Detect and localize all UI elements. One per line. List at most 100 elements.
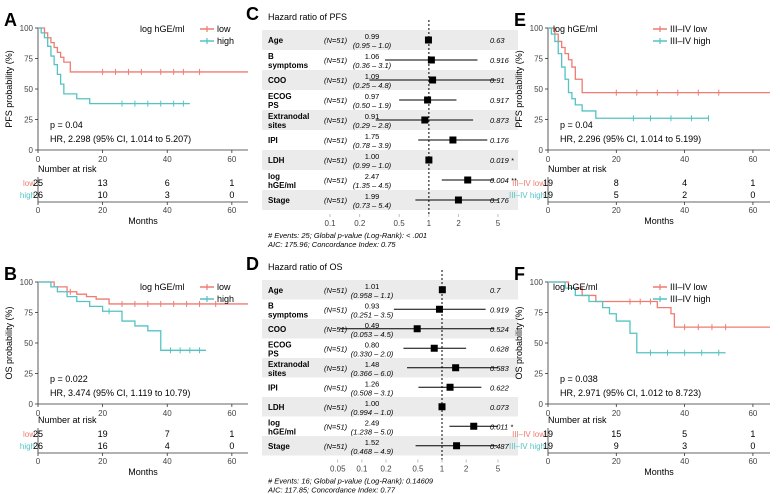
row-label: LDH [268,156,285,165]
forest-footnote-aic: AIC: 175.96; Concordance Index: 0.75 [267,240,396,249]
risk-count: 5 [614,190,619,200]
panel-letter: D [246,254,259,274]
y-tick-label: 50 [24,85,33,94]
forest-x-tick-label: 5 [496,465,501,474]
risk-row-label-high: III–IV high [509,191,545,200]
y-tick-label: 0 [539,400,544,409]
row-pvalue: 0.004 ** [490,176,518,185]
risk-count: 0 [750,190,755,200]
panel-letter: C [246,4,259,24]
row-label: IPI [268,136,278,145]
forest-footnote-aic: AIC: 117.85; Concordance Index: 0.77 [267,486,396,494]
row-label: sites [268,369,287,378]
risk-x-tick-label: 40 [163,206,172,215]
row-label: sites [268,121,287,130]
legend-label-low: low [217,282,231,292]
x-axis-label: Months [128,467,158,477]
legend: log hGE/ml III–IV low III–IV high [553,282,711,304]
risk-x-tick-label: 0 [546,457,551,466]
risk-x-tick-label: 0 [546,206,551,215]
row-n: (N=51) [324,96,348,105]
legend: log hGE/ml low high [140,282,234,304]
risk-count: 19 [543,429,553,439]
x-tick-label: 40 [163,409,172,418]
risk-count: 2 [682,190,687,200]
row-n: (N=51) [324,156,348,165]
row-pvalue: 0.91 [490,76,505,85]
p-value: p = 0.04 [560,120,593,130]
risk-count: 4 [682,178,687,188]
hr-point [449,136,457,144]
risk-row-label-low: III–IV low [512,179,545,188]
row-pvalue: 0.917 [490,96,510,105]
y-tick-label: 0 [29,146,34,155]
y-axis-label: PFS probability (%) [4,50,14,128]
x-tick-label: 20 [98,409,107,418]
risk-title: Number at risk [38,415,97,425]
x-tick-label: 20 [612,155,621,164]
y-tick-label: 25 [24,370,33,379]
forest-x-tick-label: 0.05 [330,465,346,474]
row-hr: 2.47 [365,172,380,181]
row-n: (N=51) [324,383,348,392]
x-tick-label: 0 [546,155,551,164]
forest-x-tick-label: 1 [427,219,432,228]
panel-letter: A [4,10,17,30]
y-tick-label: 75 [24,309,33,318]
row-ci: (0.994 – 1.0) [351,408,394,417]
row-label: Age [268,286,284,295]
risk-count: 0 [750,441,755,451]
risk-row-label-high: III–IV high [509,442,545,451]
risk-count: 26 [33,190,43,200]
row-ci: (0.251 – 3.5) [351,310,394,319]
legend-title: log hGE/ml [553,24,598,34]
y-axis-label: PFS probability (%) [514,50,524,128]
row-n: (N=51) [324,286,348,295]
row-hr: 1.75 [365,132,380,141]
row-label: Extranodal [268,112,309,121]
row-ci: (0.29 – 2.8) [353,121,392,130]
hr-point [430,344,438,352]
legend-label-high: high [217,294,234,304]
p-value: p = 0.038 [560,374,598,384]
row-hr: 0.49 [365,321,380,330]
hr-point [421,116,429,124]
x-tick-label: 20 [98,155,107,164]
row-label: PS [268,101,279,110]
row-hr: 0.93 [365,301,380,310]
row-ci: (0.366 – 6.0) [351,369,394,378]
row-ci: (0.330 – 2.0) [351,349,394,358]
y-tick-label: 75 [24,55,33,64]
hr-point [413,325,421,333]
row-pvalue: 0.176 [490,136,510,145]
risk-count: 9 [614,441,619,451]
row-hr: 1.09 [365,72,380,81]
row-ci: (1.238 – 5.0) [351,427,394,436]
y-tick-label: 25 [534,116,543,125]
row-n: (N=51) [324,56,348,65]
row-ci: (0.73 – 5.4) [353,201,392,210]
x-tick-label: 40 [680,409,689,418]
row-label: Age [268,36,284,45]
row-ci: (0.958 – 1.1) [351,291,394,300]
row-label: Stage [268,196,290,205]
row-label: LDH [268,403,285,412]
row-pvalue: 0.7 [490,286,501,295]
risk-x-tick-label: 0 [36,206,41,215]
km-curve-low [38,27,248,73]
risk-x-tick-label: 60 [748,206,757,215]
hr-point [429,76,437,84]
row-label: COO [268,325,286,334]
risk-count: 1 [229,178,234,188]
panel-letter: B [4,264,17,284]
row-label: IPI [268,383,278,392]
risk-x-tick-label: 20 [612,206,621,215]
risk-title: Number at risk [38,164,97,174]
y-tick-label: 50 [534,339,543,348]
risk-row-label-low: low [23,430,35,439]
legend-label-high: III–IV high [670,36,711,46]
y-tick-label: 100 [20,278,34,287]
